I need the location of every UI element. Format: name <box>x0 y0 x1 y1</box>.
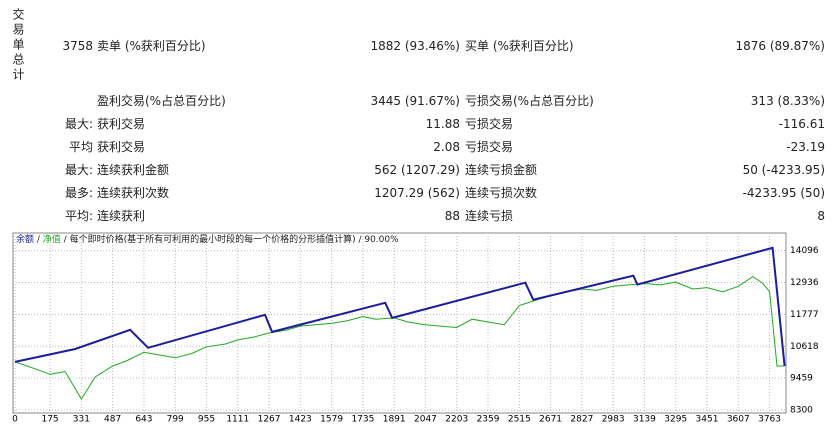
x-tick-label: 3451 <box>696 415 719 425</box>
legend-note: 每个即时价格(基于所有可利用的最小时段的每一个价格的分形插值计算) <box>70 233 356 245</box>
x-tick-label: 2203 <box>445 415 468 425</box>
x-tick-label: 1891 <box>383 415 406 425</box>
x-tick-label: 2359 <box>477 415 500 425</box>
y-tick-label: 8300 <box>790 406 813 416</box>
legend-separator: / <box>356 235 365 245</box>
table-cell: 连续亏损次数 <box>465 186 538 200</box>
y-tick-label: 9459 <box>790 374 813 384</box>
table-cell: 3758 <box>62 39 93 53</box>
x-tick-label: 799 <box>167 415 184 425</box>
y-tick-label: 10618 <box>790 342 819 352</box>
table-cell: 连续获利金额 <box>97 163 170 177</box>
table-cell: 连续获利 <box>97 209 146 223</box>
table-cell: 最多: <box>64 186 93 200</box>
table-cell: 亏损交易 <box>465 140 514 154</box>
x-tick-label: 1735 <box>351 415 374 425</box>
y-tick-label: 14096 <box>790 246 819 256</box>
x-tick-label: 1423 <box>289 415 312 425</box>
table-cell: 卖单 (%获利百分比) <box>97 39 206 53</box>
legend-entry: 余额 <box>16 233 34 245</box>
table-cell: 最大: <box>64 163 93 177</box>
chart: 14096 12936 11777 10618 9459 8300 0 175 331 487 64… <box>12 232 819 425</box>
x-tick-label: 1111 <box>226 415 249 425</box>
plot-frame <box>12 232 787 414</box>
series-line <box>14 246 786 367</box>
legend-separator: / <box>61 235 70 245</box>
table-cell: 3445 (91.67%) <box>370 94 460 108</box>
y-tick-label: 12936 <box>790 278 819 288</box>
x-tick-label: 2515 <box>508 415 531 425</box>
x-tick-label: 1267 <box>258 415 281 425</box>
section-label: 交易单总计 <box>11 8 25 83</box>
table-cell: -4233.95 (50) <box>742 186 825 200</box>
x-tick-label: 0 <box>12 415 18 425</box>
table-cell: 50 (-4233.95) <box>742 163 825 177</box>
table-cell: 亏损交易 <box>465 117 514 131</box>
table-cell: 8 <box>817 209 825 223</box>
legend-quality: 90.00% <box>364 235 399 245</box>
table-cell: 11.88 <box>425 117 460 131</box>
y-tick-label: 11777 <box>790 310 819 320</box>
table-cell: 获利交易 <box>97 140 146 154</box>
table-cell: 最大: <box>64 117 93 131</box>
legend-entry: 净值 <box>43 233 61 245</box>
x-tick-label: 3607 <box>727 415 750 425</box>
table-cell: 1882 (93.46%) <box>370 39 460 53</box>
table-cell: 2.08 <box>433 140 460 154</box>
table-cell: 获利交易 <box>97 117 146 131</box>
x-tick-label: 487 <box>104 415 121 425</box>
x-tick-label: 3139 <box>633 415 656 425</box>
table-cell: -116.61 <box>778 117 825 131</box>
table-cell: 平均 <box>68 140 93 154</box>
series-line <box>14 275 785 400</box>
table-cell: 562 (1207.29) <box>374 163 460 177</box>
table-cell: 88 <box>444 209 460 223</box>
table-cell: 1876 (89.87%) <box>735 39 825 53</box>
table-cell: 连续获利次数 <box>97 186 170 200</box>
x-tick-label: 2671 <box>539 415 562 425</box>
x-tick-label: 2827 <box>570 415 593 425</box>
x-tick-label: 331 <box>73 415 90 425</box>
x-tick-label: 1579 <box>320 415 343 425</box>
table-cell: 买单 (%获利百分比) <box>465 39 574 53</box>
x-tick-label: 175 <box>41 415 58 425</box>
legend-separator: / <box>34 235 43 245</box>
x-tick-label: 2983 <box>602 415 625 425</box>
x-tick-label: 2047 <box>414 415 437 425</box>
table-cell: 连续亏损金额 <box>465 163 538 177</box>
table-cell: 313 (8.33%) <box>750 94 825 108</box>
legend: 余额 / 净值 / 每个即时价格(基于所有可利用的最小时段的每一个价格的分形插值… <box>16 233 399 245</box>
table-cell: 1207.29 (562) <box>374 186 460 200</box>
table-cell: 亏损交易(%占总百分比) <box>465 94 594 108</box>
x-tick-label: 643 <box>135 415 152 425</box>
table-cell: 平均: <box>64 209 93 223</box>
x-tick-label: 955 <box>198 415 215 425</box>
table-cell: 连续亏损 <box>465 209 514 223</box>
x-tick-label: 3295 <box>664 415 687 425</box>
x-tick-label: 3763 <box>758 415 781 425</box>
table-cell: 盈利交易(%占总百分比) <box>97 94 226 108</box>
table-cell: -23.19 <box>786 140 825 154</box>
